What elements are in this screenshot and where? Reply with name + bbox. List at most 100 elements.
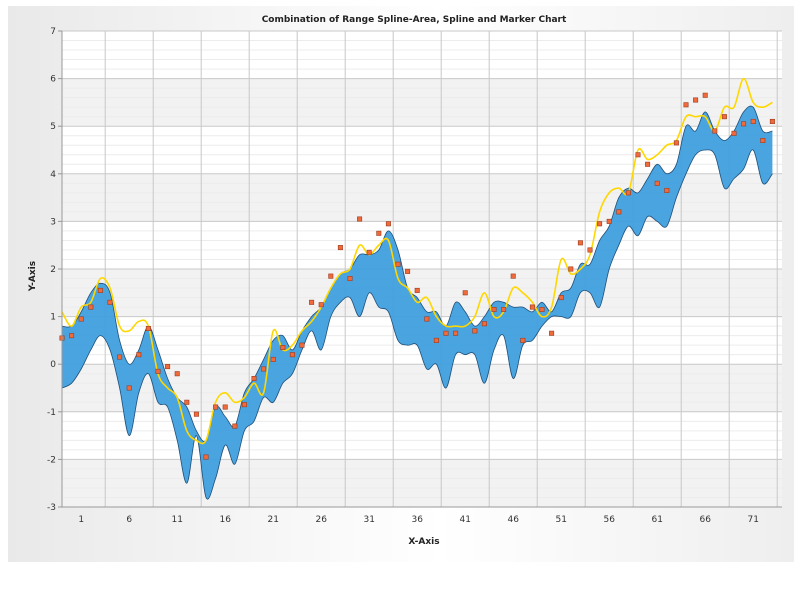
chart-title: Combination of Range Spline-Area, Spline… — [262, 15, 567, 25]
x-tick-label: 31 — [363, 515, 374, 525]
marker-point — [357, 216, 363, 222]
marker-point — [222, 404, 228, 410]
marker-point — [501, 306, 507, 312]
marker-point — [587, 247, 593, 253]
marker-point — [616, 209, 622, 215]
marker-point — [347, 276, 353, 282]
y-tick-label: -2 — [47, 455, 56, 465]
marker-point — [510, 273, 516, 279]
marker-point — [577, 240, 583, 246]
x-tick-label: 6 — [126, 515, 132, 525]
marker-point — [520, 337, 526, 343]
y-tick-label: 0 — [50, 360, 56, 370]
marker-point — [261, 366, 267, 372]
marker-point — [539, 306, 545, 312]
marker-point — [69, 333, 75, 339]
marker-point — [664, 187, 670, 193]
marker-point — [193, 411, 199, 417]
marker-point — [97, 287, 103, 293]
marker-point — [88, 304, 94, 310]
marker-point — [645, 161, 651, 167]
marker-point — [126, 385, 132, 391]
marker-point — [299, 342, 305, 348]
axes — [58, 30, 782, 508]
marker-point — [760, 137, 766, 143]
marker-point — [433, 337, 439, 343]
x-tick-label: 26 — [315, 515, 327, 525]
x-tick-label: 1 — [78, 515, 84, 525]
marker-point — [606, 218, 612, 224]
marker-point — [741, 121, 747, 127]
spline-series — [61, 77, 773, 445]
marker-point — [251, 375, 257, 381]
marker-series — [59, 92, 775, 460]
marker-point — [165, 364, 171, 370]
chart-panel: Combination of Range Spline-Area, Spline… — [8, 6, 794, 562]
marker-point — [174, 371, 180, 377]
y-tick-label: -3 — [47, 503, 56, 513]
marker-point — [203, 454, 209, 460]
marker-point — [184, 399, 190, 405]
marker-point — [117, 354, 123, 360]
marker-point — [472, 328, 478, 334]
x-axis-title: X-Axis — [408, 537, 439, 547]
marker-point — [414, 287, 420, 293]
chart-svg: Combination of Range Spline-Area, Spline… — [28, 15, 782, 547]
marker-point — [654, 180, 660, 186]
marker-point — [395, 261, 401, 267]
y-tick-label: 7 — [50, 27, 56, 37]
marker-point — [568, 266, 574, 272]
spline-line — [61, 77, 773, 445]
marker-point — [529, 304, 535, 310]
y-tick-label: 4 — [50, 170, 56, 180]
x-tick-label: 16 — [219, 515, 231, 525]
marker-point — [213, 404, 219, 410]
plot-band — [62, 78, 782, 127]
x-tick-label: 66 — [699, 515, 711, 525]
marker-point — [318, 302, 324, 308]
marker-point — [270, 356, 276, 362]
marker-point — [750, 118, 756, 124]
marker-point — [241, 402, 247, 408]
range-low-line — [61, 149, 773, 500]
marker-point — [491, 306, 497, 312]
marker-point — [289, 352, 295, 358]
marker-point — [731, 130, 737, 136]
gridlines — [62, 30, 782, 508]
x-tick-label: 71 — [747, 515, 758, 525]
marker-point — [597, 221, 603, 227]
x-tick-label: 41 — [459, 515, 470, 525]
y-tick-label: 3 — [50, 217, 56, 227]
marker-point — [405, 268, 411, 274]
marker-point — [280, 345, 286, 351]
marker-point — [453, 330, 459, 336]
marker-point — [443, 330, 449, 336]
marker-point — [376, 230, 382, 236]
marker-point — [145, 325, 151, 331]
marker-point — [769, 118, 775, 124]
x-tick-label: 56 — [603, 515, 615, 525]
marker-point — [721, 114, 727, 120]
x-tick-label: 46 — [507, 515, 519, 525]
marker-point — [78, 316, 84, 322]
y-tick-label: 2 — [50, 265, 56, 275]
range-high-line — [61, 105, 773, 442]
marker-point — [337, 245, 343, 251]
marker-point — [693, 97, 699, 103]
marker-point — [712, 128, 718, 134]
marker-point — [462, 290, 468, 296]
y-tick-label: 5 — [50, 122, 56, 132]
x-tick-label: 36 — [411, 515, 423, 525]
marker-point — [683, 102, 689, 108]
marker-point — [424, 316, 430, 322]
x-tick-label: 61 — [651, 515, 662, 525]
marker-point — [366, 249, 372, 255]
marker-point — [309, 299, 315, 305]
marker-point — [136, 352, 142, 358]
marker-point — [328, 273, 334, 279]
marker-point — [558, 295, 564, 301]
y-tick-label: -1 — [47, 408, 56, 418]
plot-band — [62, 459, 782, 507]
y-tick-label: 1 — [50, 313, 56, 323]
